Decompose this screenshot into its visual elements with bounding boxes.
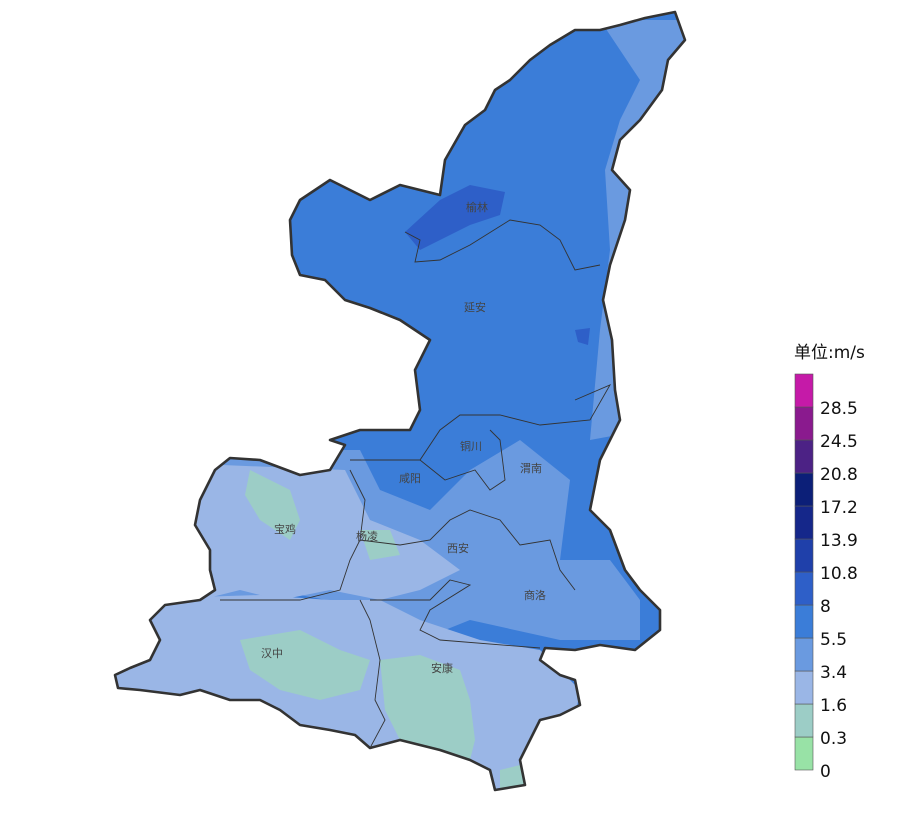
- city-label: 汉中: [261, 647, 283, 660]
- field-zone: [245, 470, 300, 540]
- legend-label: 10.8: [820, 564, 858, 584]
- city-label: 安康: [431, 661, 453, 675]
- city-label: 商洛: [524, 588, 546, 602]
- city-label: 铜川: [460, 439, 482, 453]
- province-outline: [113, 10, 687, 792]
- city-label: 宝鸡: [274, 522, 296, 536]
- legend-swatch: [794, 670, 814, 705]
- legend-label: 1.6: [820, 696, 847, 716]
- legend: 单位:m/s 0 0.3 1.6 3.4 5.5 8 10.8 13.9 17.2 20.8 24.…: [794, 343, 865, 782]
- city-label: 杨凌: [356, 529, 378, 543]
- legend-label: 3.4: [820, 663, 847, 683]
- field-zone: [500, 765, 525, 790]
- legend-label: 24.5: [820, 432, 858, 452]
- border-line: [370, 579, 541, 649]
- legend-swatch: [794, 637, 814, 672]
- legend-swatch: [794, 406, 814, 441]
- legend-label: 0.3: [820, 729, 847, 749]
- legend-label: 17.2: [820, 498, 858, 518]
- legend-swatch: [794, 571, 814, 606]
- border-line: [220, 469, 366, 601]
- field-zone: [405, 185, 505, 250]
- field-zone: [360, 530, 400, 560]
- legend-swatch: [794, 736, 814, 771]
- legend-swatch: [794, 505, 814, 540]
- border-line: [359, 599, 386, 749]
- legend-label: 0: [820, 762, 831, 782]
- city-label: 咸阳: [399, 472, 421, 485]
- city-label: 榆林: [466, 200, 488, 214]
- legend-label: 13.9: [820, 531, 858, 551]
- legend-swatch: [794, 538, 814, 573]
- border-line: [359, 509, 576, 591]
- city-label: 渭南: [520, 462, 542, 475]
- legend-swatch: [794, 373, 814, 408]
- city-label: 西安: [447, 541, 469, 555]
- legend-label: 5.5: [820, 630, 847, 650]
- border-line: [404, 219, 601, 271]
- field-zone: [240, 630, 370, 700]
- field-zone: [380, 655, 475, 760]
- district-borders: [220, 219, 612, 749]
- legend-swatch: [794, 439, 814, 474]
- legend-swatch: [794, 703, 814, 738]
- border-line: [350, 384, 612, 461]
- legend-swatch: [794, 472, 814, 507]
- border-line: [419, 429, 506, 491]
- legend-label: 20.8: [820, 465, 858, 485]
- legend-label: 8: [820, 597, 831, 617]
- wind-field: [115, 12, 685, 790]
- city-label: 延安: [464, 300, 486, 314]
- legend-title: 单位:m/s: [794, 343, 865, 363]
- legend-swatch: [794, 604, 814, 639]
- field-zone: [575, 328, 590, 345]
- legend-label: 28.5: [820, 399, 858, 419]
